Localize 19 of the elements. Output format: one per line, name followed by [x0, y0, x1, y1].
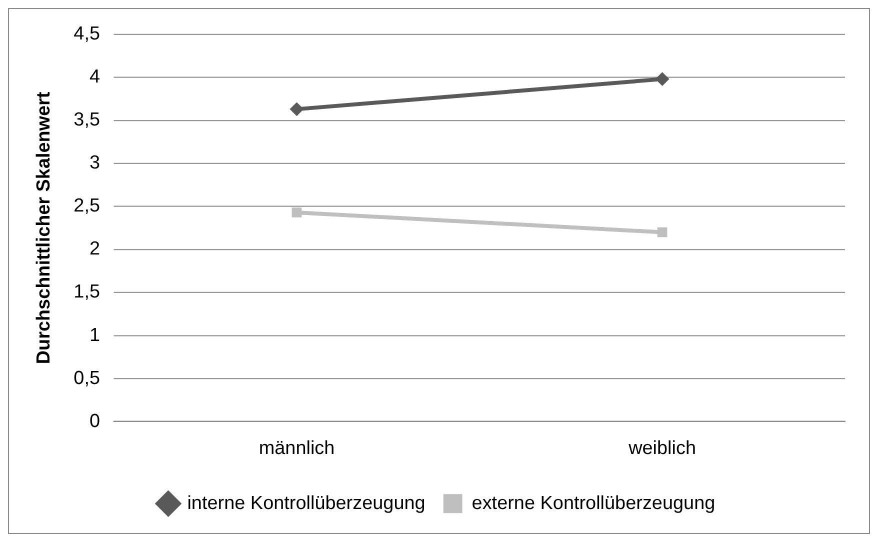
y-tick-label: 2	[89, 238, 100, 260]
legend-label: interne Kontrollüberzeugung	[187, 492, 426, 514]
legend-label: externe Kontrollüberzeugung	[472, 492, 716, 514]
y-tick-label: 1	[89, 324, 100, 346]
y-tick-label: 2,5	[74, 196, 100, 217]
y-tick-label: 3	[89, 152, 100, 174]
y-tick-label: 3,5	[74, 110, 100, 131]
y-axis-title: Durchschnittlicher Skalenwert	[34, 91, 55, 364]
x-tick-label: weiblich	[628, 438, 696, 460]
y-tick-label: 1,5	[74, 282, 100, 303]
y-tick-label: 4,5	[74, 24, 100, 45]
y-tick-label: 0,5	[74, 368, 100, 389]
point	[655, 72, 670, 86]
y-tick-label: 0	[89, 410, 100, 432]
point	[290, 102, 304, 116]
y-tick-label: 4	[89, 66, 100, 88]
point	[657, 227, 668, 238]
x-tick-label: männlich	[258, 438, 335, 460]
point	[292, 208, 302, 218]
